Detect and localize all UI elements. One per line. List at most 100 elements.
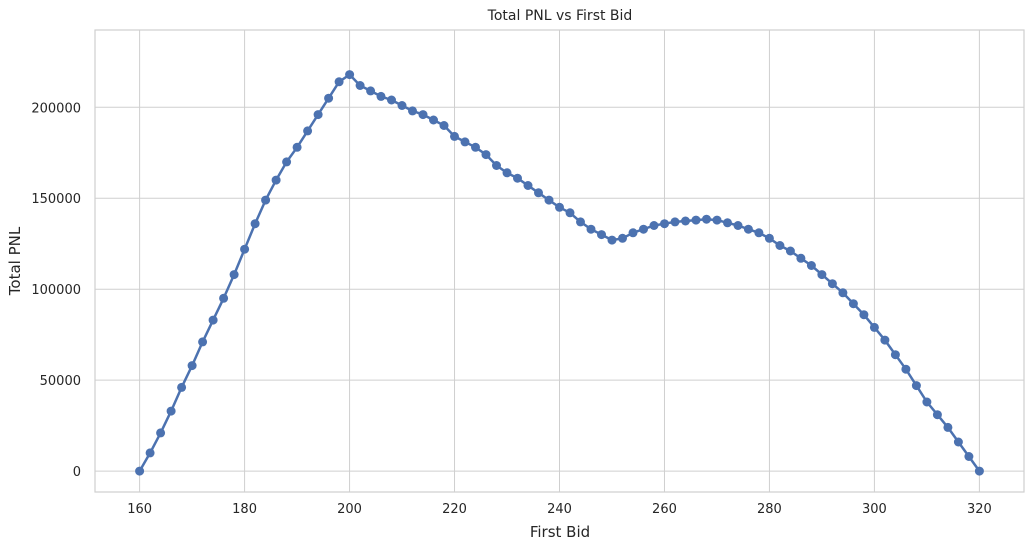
data-point bbox=[502, 168, 512, 178]
data-point bbox=[565, 208, 575, 218]
y-tick-labels: 0 50000 100000 150000 200000 bbox=[31, 101, 81, 480]
data-point bbox=[670, 217, 680, 227]
data-point bbox=[817, 270, 827, 280]
data-point bbox=[250, 219, 260, 229]
x-tick-label: 260 bbox=[652, 502, 677, 517]
data-point bbox=[974, 466, 984, 476]
data-point bbox=[513, 173, 522, 183]
data-point bbox=[880, 335, 890, 345]
x-tick-label: 280 bbox=[757, 502, 782, 517]
data-point bbox=[618, 233, 627, 243]
data-point bbox=[859, 310, 869, 320]
data-point bbox=[156, 428, 166, 438]
data-point bbox=[943, 422, 953, 432]
data-point bbox=[481, 150, 491, 160]
data-point bbox=[229, 270, 239, 280]
data-point bbox=[135, 466, 145, 476]
data-point bbox=[429, 115, 438, 125]
x-axis-label: First Bid bbox=[530, 523, 590, 541]
data-point bbox=[555, 202, 564, 212]
data-point bbox=[177, 382, 187, 392]
data-point bbox=[397, 101, 407, 110]
data-point bbox=[355, 81, 365, 90]
data-point bbox=[523, 181, 533, 190]
data-point bbox=[166, 406, 176, 416]
x-tick-label: 200 bbox=[337, 502, 362, 517]
data-point bbox=[838, 288, 848, 298]
data-point bbox=[712, 215, 722, 225]
x-tick-labels: 160 180 200 220 240 260 280 300 320 bbox=[127, 502, 992, 517]
data-point bbox=[964, 452, 974, 461]
y-tick-label: 100000 bbox=[31, 283, 81, 298]
data-point bbox=[911, 381, 921, 391]
data-point bbox=[334, 77, 344, 87]
data-point bbox=[796, 253, 806, 263]
data-point bbox=[775, 241, 785, 250]
data-point bbox=[450, 131, 459, 141]
grid bbox=[95, 30, 1024, 492]
data-point bbox=[806, 261, 816, 270]
data-point bbox=[733, 221, 743, 230]
data-point bbox=[387, 95, 396, 105]
data-point bbox=[366, 86, 376, 96]
y-tick-label: 150000 bbox=[31, 192, 81, 207]
data-point bbox=[261, 195, 271, 205]
data-point bbox=[890, 350, 900, 360]
y-tick-label: 200000 bbox=[31, 101, 81, 116]
data-point bbox=[922, 397, 932, 407]
y-tick-label: 50000 bbox=[40, 374, 81, 389]
data-point bbox=[460, 137, 470, 147]
x-tick-label: 320 bbox=[967, 502, 992, 517]
y-axis-label: Total PNL bbox=[6, 226, 24, 296]
x-tick-label: 240 bbox=[547, 502, 572, 517]
data-point bbox=[418, 110, 428, 120]
x-tick-label: 220 bbox=[442, 502, 467, 517]
plot-frame bbox=[94, 29, 1025, 493]
data-point bbox=[187, 361, 197, 371]
data-point bbox=[639, 224, 648, 234]
data-point bbox=[534, 188, 543, 198]
data-point bbox=[691, 215, 701, 225]
data-point bbox=[932, 410, 942, 420]
x-tick-label: 180 bbox=[232, 502, 257, 517]
data-point bbox=[145, 448, 155, 458]
x-tick-label: 160 bbox=[127, 502, 152, 517]
data-point bbox=[345, 70, 355, 80]
y-tick-label: 0 bbox=[73, 465, 81, 480]
data-point bbox=[198, 337, 208, 347]
data-point bbox=[764, 233, 774, 243]
data-point bbox=[586, 224, 596, 234]
data-point bbox=[576, 217, 585, 227]
data-point bbox=[743, 224, 753, 234]
data-point bbox=[953, 437, 963, 447]
data-point bbox=[702, 214, 711, 224]
data-point bbox=[408, 106, 417, 116]
data-point bbox=[292, 142, 302, 152]
data-point bbox=[607, 235, 617, 245]
data-point bbox=[492, 161, 501, 170]
data-point bbox=[303, 126, 313, 136]
data-point bbox=[723, 218, 732, 228]
series-layer bbox=[135, 70, 984, 476]
x-tick-label: 300 bbox=[862, 502, 887, 517]
data-point bbox=[628, 228, 638, 238]
data-point bbox=[271, 175, 281, 185]
data-point bbox=[827, 279, 837, 289]
data-point bbox=[754, 228, 764, 238]
data-point bbox=[901, 364, 911, 374]
data-point bbox=[219, 293, 229, 303]
data-point bbox=[660, 219, 669, 229]
data-point bbox=[649, 221, 659, 230]
data-point bbox=[439, 121, 449, 130]
data-point bbox=[681, 216, 690, 226]
data-point bbox=[282, 157, 292, 167]
data-point bbox=[597, 230, 606, 240]
data-point bbox=[208, 315, 218, 325]
data-point bbox=[313, 110, 323, 120]
data-point bbox=[785, 246, 795, 256]
data-point bbox=[324, 93, 334, 103]
data-point bbox=[848, 299, 858, 309]
data-point bbox=[240, 244, 250, 254]
data-point bbox=[471, 142, 480, 152]
chart-title: Total PNL vs First Bid bbox=[487, 8, 633, 24]
